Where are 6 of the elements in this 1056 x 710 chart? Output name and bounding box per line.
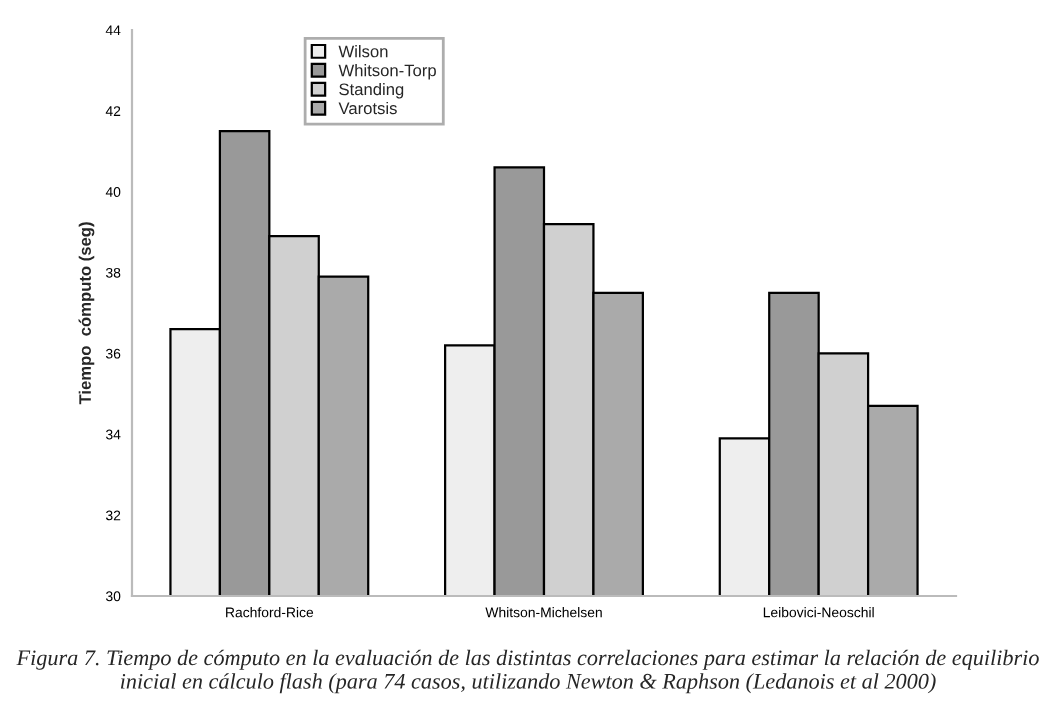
y-axis-title: Tiempo cómputo (seg) [78, 222, 95, 405]
legend-label: Varotsis [338, 101, 397, 115]
legend-label: Standing [339, 83, 404, 99]
legend-label: Wilson [338, 45, 388, 58]
text: Figura 7. Tiempo de cómputo en la evaluación de las distintas correlaciones para estimar la relación de equilibrio inicial en cálculo flash (para 74 casos, utilizando Newton & Raphson (Ledanois et al 2000) [16, 649, 1039, 694]
legend-label: Whitson-Torp [338, 64, 436, 80]
